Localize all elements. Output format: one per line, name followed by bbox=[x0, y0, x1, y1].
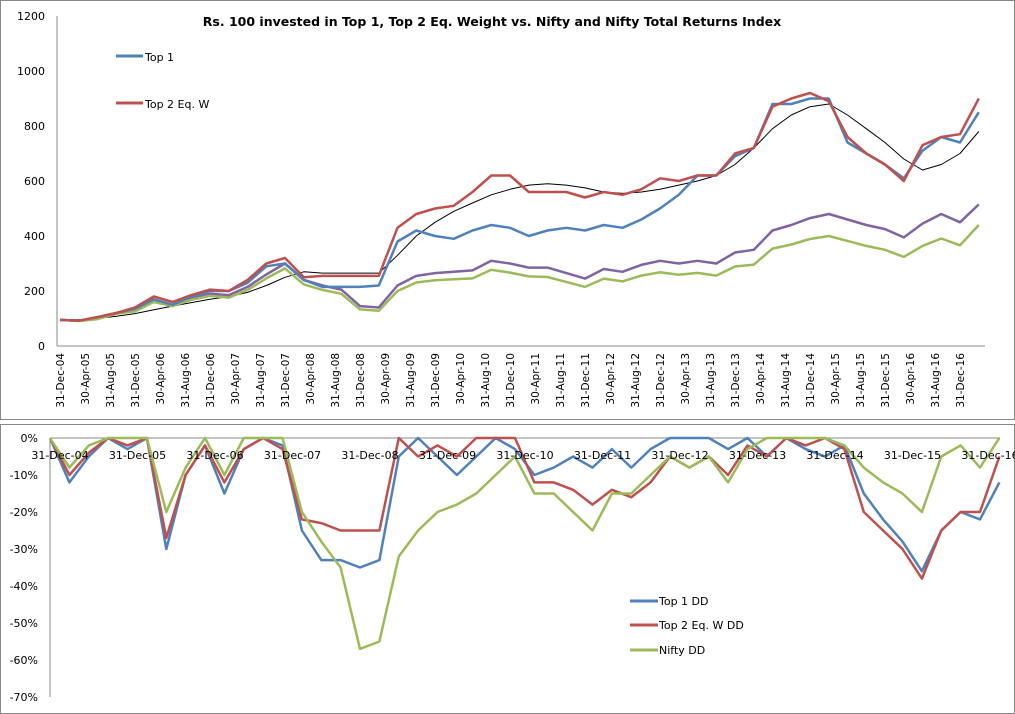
legend-label-top-1-dd: Top 1 DD bbox=[658, 595, 709, 608]
x-tick-label-30-apr-08: 30-Apr-08 bbox=[305, 353, 317, 405]
dd-x-tick-label-31-dec-09: 31-Dec-09 bbox=[419, 449, 476, 462]
x-tick-label-31-dec-13: 31-Dec-13 bbox=[730, 353, 742, 408]
nifty-dd-line bbox=[48, 436, 1001, 651]
x-tick-label-31-dec-12: 31-Dec-12 bbox=[655, 353, 667, 408]
x-tick-label-30-apr-16: 30-Apr-16 bbox=[905, 353, 917, 405]
dd-y-tick-label-10: -10% bbox=[10, 469, 38, 482]
dd-y-tick-label-60: -60% bbox=[10, 654, 38, 667]
nifty-tri-line bbox=[59, 203, 980, 322]
x-tick-label-31-dec-11: 31-Dec-11 bbox=[580, 353, 592, 408]
x-tick-label-30-apr-05: 30-Apr-05 bbox=[80, 353, 92, 405]
y-tick-label-400: 400 bbox=[24, 230, 45, 243]
x-tick-label-30-apr-12: 30-Apr-12 bbox=[605, 353, 617, 405]
top-2-eq-w-dd-line bbox=[48, 436, 1001, 580]
x-tick-label-30-apr-10: 30-Apr-10 bbox=[455, 353, 467, 405]
top-2-eq-w-line bbox=[59, 91, 980, 322]
dd-x-tick-label-31-dec-06: 31-Dec-06 bbox=[186, 449, 243, 462]
legend-label-top-2: Top 2 Eq. W bbox=[144, 98, 209, 111]
x-tick-label-31-aug-08: 31-Aug-08 bbox=[330, 353, 342, 408]
x-tick-label-31-aug-16: 31-Aug-16 bbox=[930, 353, 942, 408]
y-tick-label-0: 0 bbox=[38, 340, 45, 353]
top-legend: Top 1 Top 2 Eq. W bbox=[116, 51, 209, 111]
x-tick-label-31-aug-05: 31-Aug-05 bbox=[105, 353, 117, 408]
nifty-line bbox=[59, 224, 980, 323]
bottom-chart-frame bbox=[0, 424, 1015, 714]
x-tick-label-31-dec-09: 31-Dec-09 bbox=[430, 353, 442, 408]
top-chart-frame bbox=[0, 0, 1015, 420]
dd-x-tick-label-31-dec-04: 31-Dec-04 bbox=[31, 449, 88, 462]
dd-y-tick-label-50: -50% bbox=[10, 617, 38, 630]
x-tick-label-31-aug-06: 31-Aug-06 bbox=[180, 353, 192, 408]
x-tick-label-31-dec-15: 31-Dec-15 bbox=[880, 353, 892, 408]
x-tick-label-31-dec-06: 31-Dec-06 bbox=[205, 353, 217, 408]
legend-label-nifty-dd: Nifty DD bbox=[659, 644, 705, 657]
dd-x-tick-label-31-dec-14: 31-Dec-14 bbox=[806, 449, 863, 462]
top-chart-title: Rs. 100 invested in Top 1, Top 2 Eq. Wei… bbox=[203, 14, 781, 29]
x-tick-label-30-apr-07: 30-Apr-07 bbox=[230, 353, 242, 405]
y-tick-label-800: 800 bbox=[24, 120, 45, 133]
x-tick-label-30-apr-11: 30-Apr-11 bbox=[530, 353, 542, 405]
x-tick-label-30-apr-15: 30-Apr-15 bbox=[830, 353, 842, 405]
x-tick-label-31-dec-07: 31-Dec-07 bbox=[280, 353, 292, 408]
trend-line bbox=[59, 103, 980, 321]
legend-label-top-1: Top 1 bbox=[144, 51, 174, 64]
x-tick-label-31-aug-13: 31-Aug-13 bbox=[705, 353, 717, 408]
dd-x-tick-label-31-dec-16: 31-Dec-16 bbox=[961, 449, 1015, 462]
dd-x-tick-label-31-dec-11: 31-Dec-11 bbox=[574, 449, 631, 462]
x-tick-label-31-aug-14: 31-Aug-14 bbox=[780, 353, 792, 408]
x-tick-label-30-apr-14: 30-Apr-14 bbox=[755, 353, 767, 405]
x-tick-label-31-dec-04: 31-Dec-04 bbox=[55, 353, 67, 408]
dd-x-tick-label-31-dec-10: 31-Dec-10 bbox=[496, 449, 553, 462]
dd-y-tick-label-20: -20% bbox=[10, 506, 38, 519]
dd-y-tick-label-40: -40% bbox=[10, 580, 38, 593]
y-tick-label-600: 600 bbox=[24, 175, 45, 188]
x-tick-label-30-apr-13: 30-Apr-13 bbox=[680, 353, 692, 405]
x-tick-label-31-dec-16: 31-Dec-16 bbox=[955, 353, 967, 408]
x-tick-label-31-aug-07: 31-Aug-07 bbox=[255, 353, 267, 408]
dd-x-tick-label-31-dec-07: 31-Dec-07 bbox=[264, 449, 321, 462]
x-tick-label-30-apr-06: 30-Apr-06 bbox=[155, 353, 167, 405]
x-tick-label-31-dec-14: 31-Dec-14 bbox=[805, 353, 817, 408]
bottom-legend: Top 1 DD Top 2 Eq. W DD Nifty DD bbox=[630, 595, 744, 657]
legend-label-top-2-dd: Top 2 Eq. W DD bbox=[658, 619, 744, 632]
dd-x-tick-label-31-dec-13: 31-Dec-13 bbox=[729, 449, 786, 462]
x-tick-label-31-dec-05: 31-Dec-05 bbox=[130, 353, 142, 408]
x-tick-label-31-dec-10: 31-Dec-10 bbox=[505, 353, 517, 408]
y-tick-label-1200: 1200 bbox=[17, 10, 45, 23]
dd-y-tick-label-70: -70% bbox=[10, 691, 38, 704]
dd-y-tick-label-30: -30% bbox=[10, 543, 38, 556]
x-tick-label-30-apr-09: 30-Apr-09 bbox=[380, 353, 392, 405]
x-tick-label-31-aug-10: 31-Aug-10 bbox=[480, 353, 492, 408]
dd-x-tick-label-31-dec-12: 31-Dec-12 bbox=[651, 449, 708, 462]
y-tick-label-1000: 1000 bbox=[17, 65, 45, 78]
dd-y-tick-label-0: 0% bbox=[21, 432, 38, 445]
x-tick-label-31-dec-08: 31-Dec-08 bbox=[355, 353, 367, 408]
x-tick-label-31-aug-09: 31-Aug-09 bbox=[405, 353, 417, 408]
y-tick-label-200: 200 bbox=[24, 285, 45, 298]
x-tick-label-31-aug-15: 31-Aug-15 bbox=[855, 353, 867, 408]
x-tick-label-31-aug-11: 31-Aug-11 bbox=[555, 353, 567, 408]
x-tick-label-31-aug-12: 31-Aug-12 bbox=[630, 353, 642, 408]
dd-x-tick-label-31-dec-05: 31-Dec-05 bbox=[109, 449, 166, 462]
dd-x-tick-label-31-dec-15: 31-Dec-15 bbox=[884, 449, 941, 462]
dd-x-tick-label-31-dec-08: 31-Dec-08 bbox=[341, 449, 398, 462]
